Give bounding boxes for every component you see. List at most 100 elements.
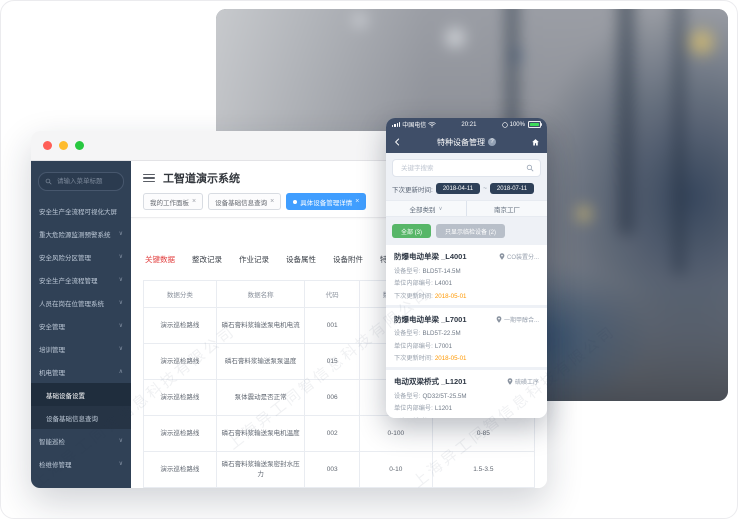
sidebar-item-basic-device-setup[interactable]: 基础设备设置	[31, 383, 131, 406]
tag-device-info-query[interactable]: 设备基础信息查询 ×	[208, 193, 282, 210]
date-to-button[interactable]: 2018-07-11	[489, 183, 535, 194]
phone-search-input[interactable]	[399, 163, 522, 173]
close-icon[interactable]: ×	[355, 198, 360, 205]
table-cell: 1.5-3.5	[431, 451, 536, 488]
sidebar-item-personnel[interactable]: 人员在岗在位管理系统 ∨	[39, 300, 123, 308]
sidebar: 安全生产全流程可视化大屏 重大危险源监测预警系统∨ 安全风险分区管理∨ 安全生产…	[31, 161, 131, 488]
location-pin-icon	[499, 253, 505, 260]
tag-device-detail-active[interactable]: 具体设备管理详情 ×	[286, 193, 367, 210]
tab-work-records[interactable]: 作业记录	[239, 255, 269, 264]
table-row[interactable]: 演示巡检路线 磷石膏料浆输送泵电机温度 002 0-100 0-85	[143, 415, 536, 452]
active-dot-icon	[293, 199, 298, 204]
sidebar-item-device-info-query[interactable]: 设备基础信息查询	[46, 415, 98, 423]
location-pin-icon	[507, 378, 513, 385]
equipment-location: 一期甲醇合...	[503, 317, 539, 324]
chevron-down-icon: ∨	[118, 231, 123, 237]
table-cell: 磷石膏料浆输送泵电机电流	[215, 307, 306, 344]
table-cell: 0-100	[358, 415, 433, 452]
table-cell: 演示巡检路线	[143, 379, 217, 416]
phone-screenshot: 中国电信 20:21 100% 特种设备管理? 下次更新时间: 2018-04-…	[386, 118, 547, 418]
home-icon[interactable]	[531, 138, 540, 147]
model-value: BLD5T-14.5M	[422, 267, 461, 275]
sidebar-item-safety-mgmt[interactable]: 安全管理 ∨	[39, 323, 123, 331]
table-cell: 演示巡检路线	[143, 343, 217, 380]
sidebar-item-hazard-warning[interactable]: 重大危险源监测预警系统 ∨	[39, 231, 123, 239]
model-label: 设备型号:	[394, 267, 421, 275]
date-from-button[interactable]: 2018-04-11	[435, 183, 481, 194]
table-cell: 006	[304, 379, 360, 416]
category-dropdown[interactable]: 全部类别 ∨	[409, 205, 443, 214]
next-update-label: 下次更新时间:	[394, 418, 433, 419]
sidebar-item-smart-inspection[interactable]: 智能巡检 ∨	[39, 438, 123, 446]
photo-pipe	[617, 9, 634, 235]
date-filter-label: 下次更新时间:	[392, 186, 433, 194]
tab-rectification-records[interactable]: 整改记录	[192, 255, 222, 264]
battery-icon	[527, 121, 543, 128]
chevron-up-icon: ∧	[118, 369, 123, 375]
phone-search-box[interactable]	[392, 159, 541, 177]
sidebar-item-visualization-screen[interactable]: 安全生产全流程可视化大屏	[39, 208, 117, 216]
tab-device-attachments[interactable]: 设备附件	[333, 255, 363, 264]
table-cell: 演示巡检路线	[143, 307, 217, 344]
equipment-title: 电动双梁桥式 _L1201	[394, 377, 467, 386]
menu-search-box[interactable]	[38, 172, 124, 191]
sidebar-item-mechatronics[interactable]: 机电管理 ∧	[39, 369, 123, 377]
internal-code-label: 单位内部编号:	[394, 280, 433, 287]
sidebar-item-maintenance[interactable]: 检维修管理 ∨	[39, 461, 123, 469]
chevron-down-icon: ∨	[118, 438, 123, 444]
maximize-window-button[interactable]	[75, 141, 84, 150]
close-window-button[interactable]	[43, 141, 52, 150]
table-header: 数据名称	[215, 280, 306, 308]
chevron-down-icon: ∨	[118, 254, 123, 260]
table-cell: 001	[304, 307, 360, 344]
table-header: 数据分类	[143, 280, 217, 308]
next-update-value: 2018-05-01	[434, 292, 467, 300]
search-icon	[526, 164, 534, 172]
menu-search-input[interactable]	[55, 177, 117, 186]
tab-device-attributes[interactable]: 设备属性	[286, 255, 316, 264]
next-update-label: 下次更新时间:	[394, 292, 433, 300]
date-separator: ~	[483, 185, 487, 192]
help-icon[interactable]: ?	[488, 138, 496, 146]
sidebar-item-risk-zone[interactable]: 安全风险分区管理 ∨	[39, 254, 123, 262]
chevron-down-icon: ∨	[118, 277, 123, 283]
clock-label: 20:21	[461, 121, 477, 128]
close-icon[interactable]: ×	[270, 198, 275, 205]
sidebar-item-training[interactable]: 培训管理 ∨	[39, 346, 123, 354]
factory-dropdown[interactable]: 南京工厂	[466, 201, 547, 216]
minimize-window-button[interactable]	[59, 141, 68, 150]
table-row[interactable]: 演示巡检路线 磷石膏料浆输送泵密封水压力 003 0-10 1.5-3.5	[143, 451, 536, 488]
table-cell: 磷石膏料浆输送泵电机温度	[215, 415, 306, 452]
table-header: 代码	[304, 280, 360, 308]
internal-code-label: 单位内部编号:	[394, 405, 433, 412]
equipment-card[interactable]: 防爆电动单梁 _L4001 CO装置分... 设备型号: BLD5T-14.5M …	[386, 245, 547, 305]
key-data-table: 数据分类 数据名称 代码 数据区间 数据控制限 演示巡检路线 磷石膏料浆输送泵电…	[143, 280, 536, 488]
equipment-card[interactable]: 防爆电动单梁 _L7001 一期甲醇合... 设备型号: BLD5T-22.5M …	[386, 307, 547, 367]
wifi-icon	[428, 121, 436, 128]
signal-bars-icon	[392, 121, 401, 128]
close-icon[interactable]: ×	[192, 198, 197, 205]
sidebar-item-safety-process[interactable]: 安全生产全流程管理 ∨	[39, 277, 123, 285]
internal-code-value: L7001	[434, 342, 453, 350]
next-update-value: 2018-07-01	[435, 418, 467, 419]
internal-code-label: 单位内部编号:	[394, 342, 433, 350]
filter-inspection-pill[interactable]: 只显示临检设备 (2)	[436, 224, 506, 238]
internal-code-value: L1201	[434, 405, 453, 412]
filter-all-pill[interactable]: 全部 (3)	[392, 224, 432, 238]
equipment-title: 防爆电动单梁 _L7001	[394, 314, 467, 324]
table-cell: 演示巡检路线	[143, 451, 217, 488]
equipment-title: 防爆电动单梁 _L4001	[394, 252, 467, 261]
chevron-down-icon: ∨	[118, 461, 123, 467]
tag-my-workbench[interactable]: 我的工作面板 ×	[143, 193, 204, 210]
back-arrow-icon[interactable]	[393, 137, 402, 147]
model-value: QD32/5T-25.5M	[422, 392, 467, 400]
hamburger-menu-icon[interactable]	[143, 173, 155, 183]
next-update-value: 2018-05-01	[434, 355, 467, 362]
phone-status-bar: 中国电信 20:21 100%	[386, 118, 547, 131]
chevron-down-icon: ∨	[118, 323, 123, 329]
equipment-card[interactable]: 电动双梁桥式 _L1201 硫磺工序 设备型号: QD32/5T-25.5M 单位…	[386, 370, 547, 418]
chevron-down-icon: ∨	[118, 346, 123, 352]
tab-key-data[interactable]: 关键数据	[145, 255, 175, 264]
chevron-down-icon: ∨	[118, 300, 123, 306]
